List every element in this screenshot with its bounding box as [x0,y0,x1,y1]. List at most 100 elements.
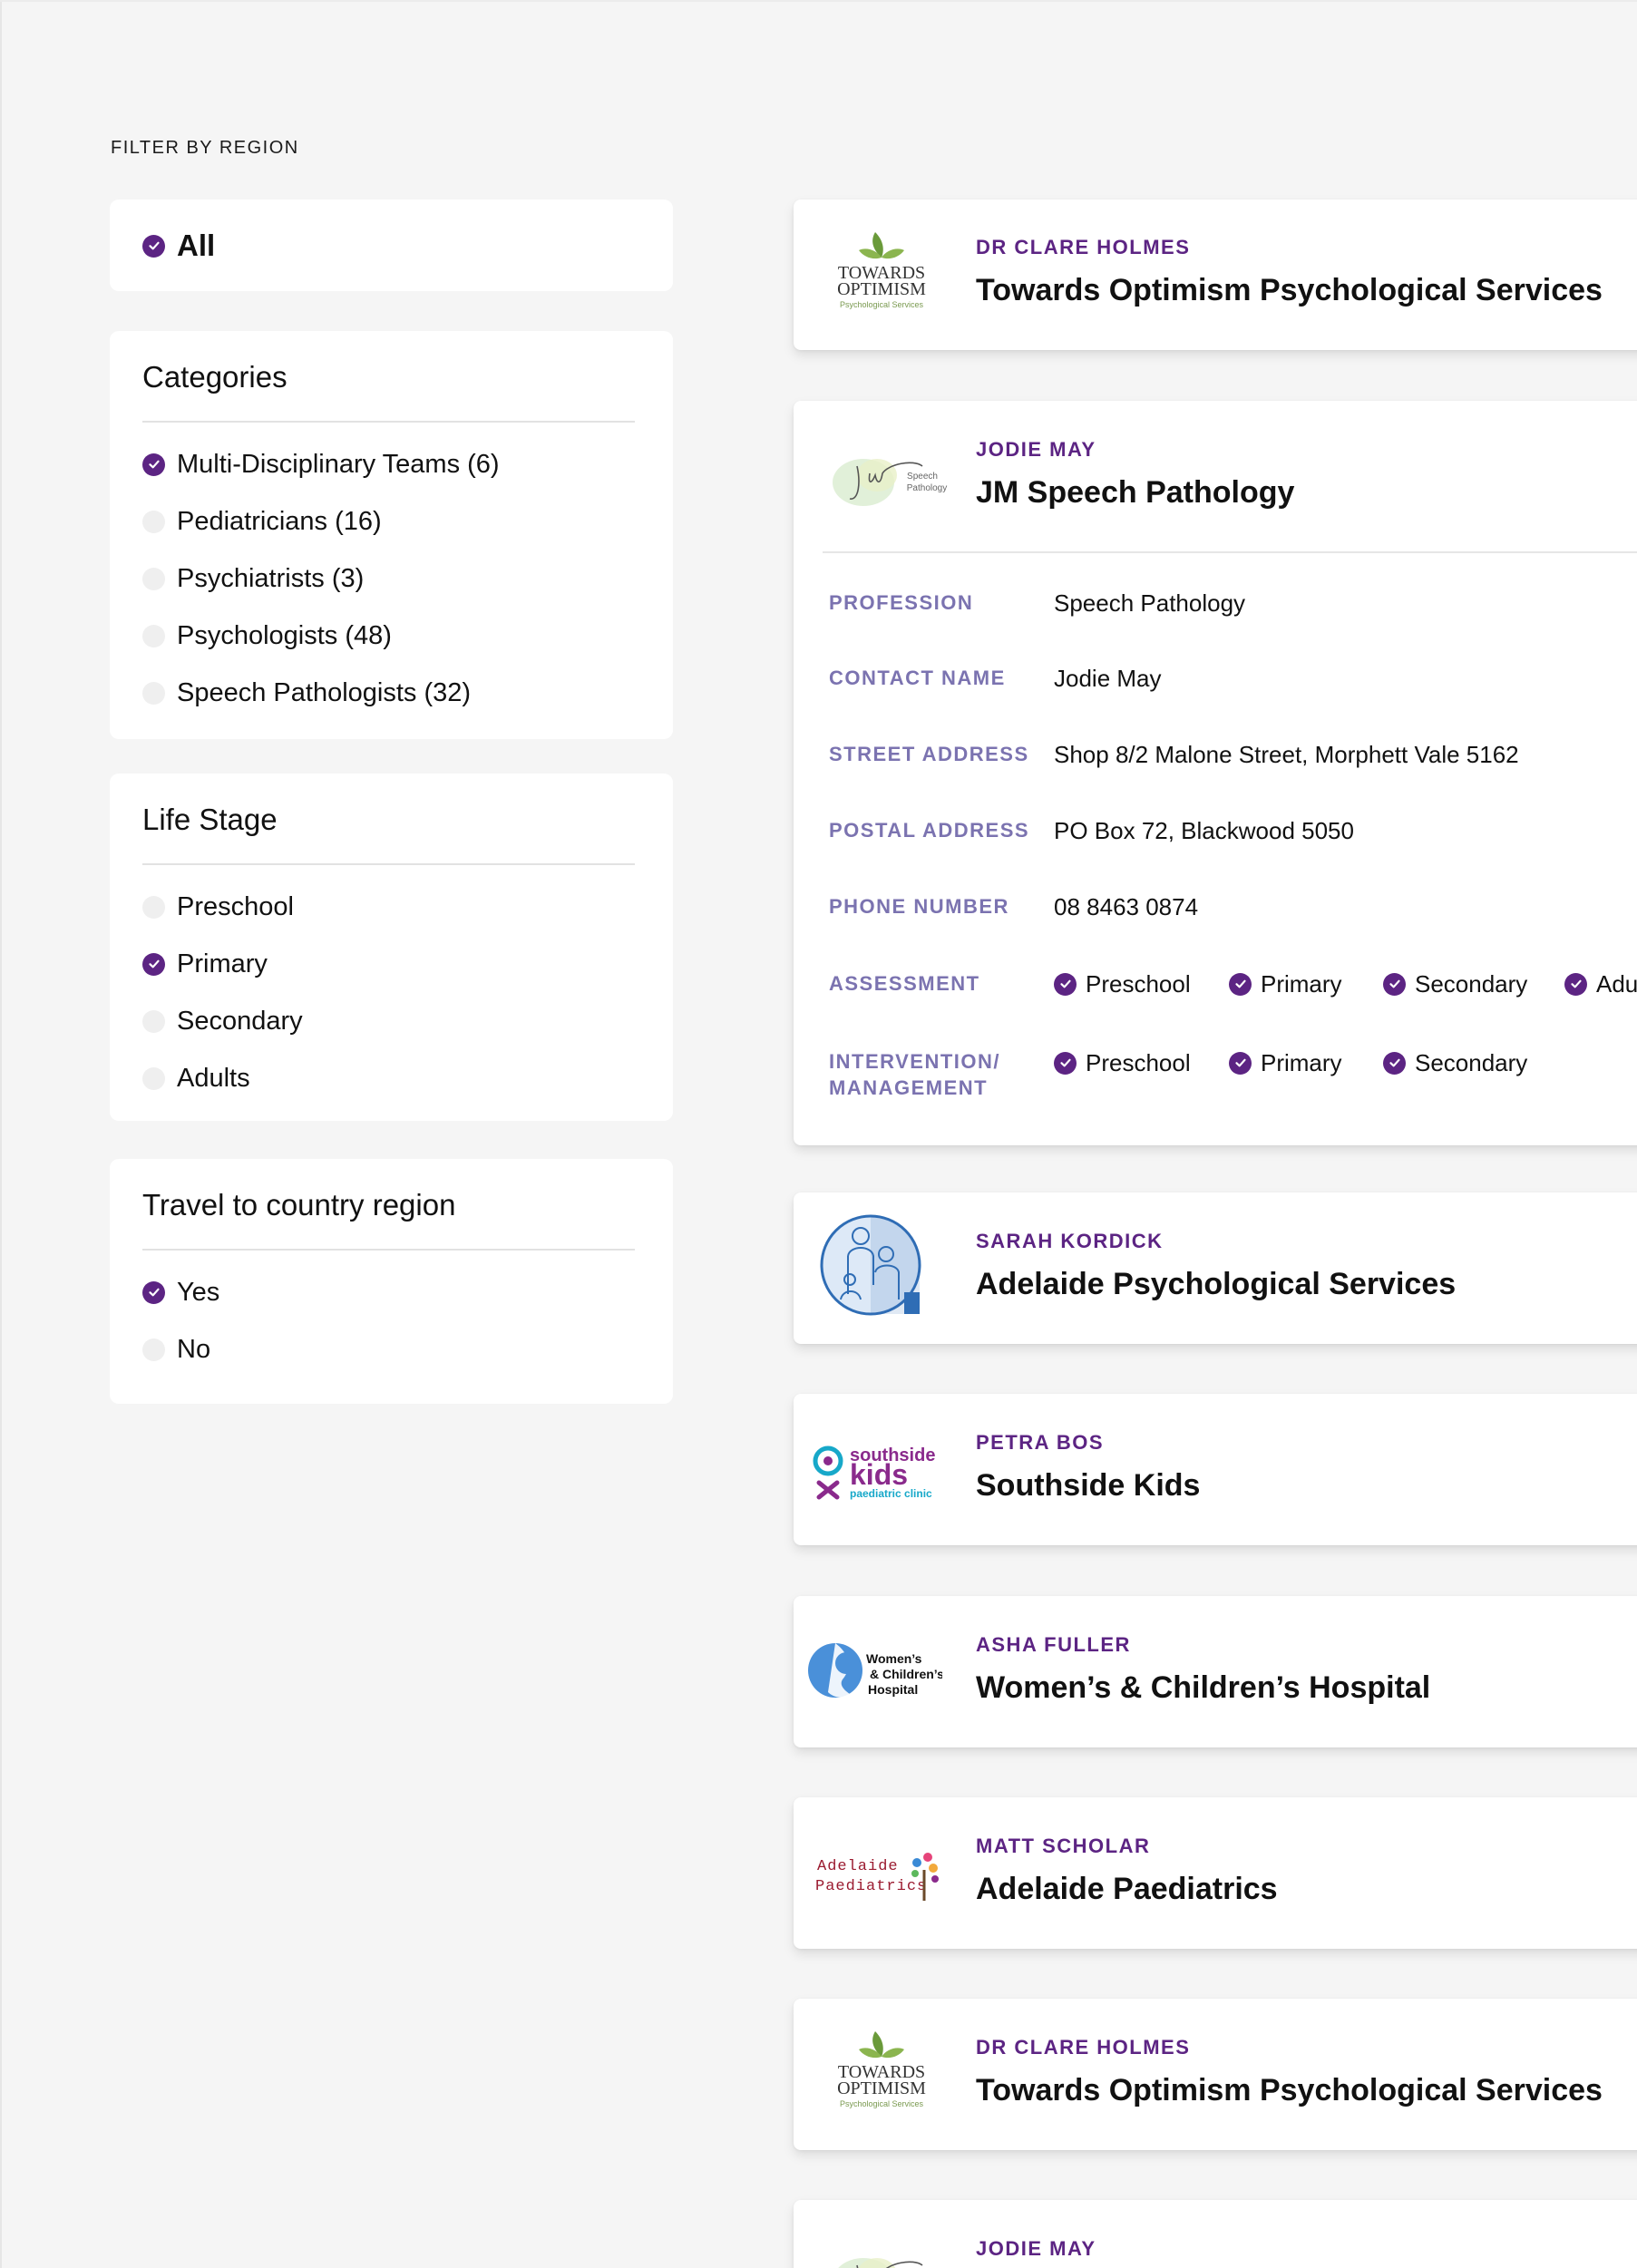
travel-option-yes[interactable]: Yes [142,1274,219,1310]
life-stage-panel: Life Stage Preschool Primary Secondary A… [110,774,673,1121]
intervention-label: INTERVENTION/ MANAGEMENT [829,1048,1000,1101]
postal-address-value: PO Box 72, Blackwood 5050 [1054,817,1354,844]
card-organisation: Towards Optimism Psychological Services [976,273,1603,307]
svg-text:paediatric clinic: paediatric clinic [850,1487,932,1500]
radio-icon [142,895,165,919]
provider-card[interactable]: SARAH KORDICK Adelaide Psychological Ser… [794,1192,1637,1344]
intervention-chip-secondary: Secondary [1383,1049,1527,1076]
card-contact-name: PETRA BOS [976,1431,1105,1454]
category-option-pediatricians[interactable]: Pediatricians (16) [142,503,382,540]
page-left-border [0,0,2,2268]
assessment-chip-adults: Adul [1564,970,1637,998]
provider-card-expanded[interactable]: Speech Pathology JODIE MAY JM Speech Pat… [794,401,1637,1145]
check-icon [142,453,165,476]
svg-text:Paediatrics: Paediatrics [815,1878,927,1895]
assessment-label: ASSESSMENT [829,972,980,995]
phone-number-label: PHONE NUMBER [829,895,1009,918]
all-filter-panel: All [110,200,673,291]
category-option-psychologists[interactable]: Psychologists (48) [142,618,392,654]
page-top-border [0,0,1637,2]
option-label: Primary [177,949,268,978]
womens-childrens-logo: Women’s & Children’s Hospital [808,1643,942,1698]
check-icon [1383,1051,1406,1075]
option-label: Preschool [177,891,294,921]
travel-option-no[interactable]: No [142,1331,210,1368]
option-label: No [177,1334,211,1364]
svg-text:kids: kids [850,1458,908,1491]
card-organisation: Women’s & Children’s Hospital [976,1670,1431,1705]
category-option-multi-disciplinary[interactable]: Multi-Disciplinary Teams (6) [142,446,500,482]
chip-label: Secondary [1415,969,1528,998]
provider-card[interactable]: Adelaide Paediatrics MATT SCHOLAR Adelai… [794,1797,1637,1949]
option-label: Adults [177,1063,250,1093]
check-icon [1054,1051,1077,1075]
adelaide-psychological-logo [820,1214,921,1316]
jm-speech-pathology-logo: Speech Pathology [833,459,947,506]
radio-icon [142,681,165,705]
category-option-psychiatrists[interactable]: Psychiatrists (3) [142,560,364,597]
svg-text:Adelaide: Adelaide [817,1858,899,1875]
option-label: Psychologists (48) [177,620,392,650]
travel-panel: Travel to country region Yes No [110,1159,673,1404]
life-stage-option-primary[interactable]: Primary [142,946,268,982]
contact-name-label: CONTACT NAME [829,667,1006,689]
filter-heading: FILTER BY REGION [111,138,299,158]
card-contact-name: SARAH KORDICK [976,1230,1164,1252]
radio-icon [142,1338,165,1361]
life-stage-option-adults[interactable]: Adults [142,1060,250,1096]
filter-option-all[interactable]: All [142,228,215,264]
profession-label: PROFESSION [829,591,974,614]
intervention-label-line-1: INTERVENTION/ [829,1050,1001,1073]
intervention-label-line-2: MANAGEMENT [829,1076,989,1099]
card-organisation: Southside Kids [976,1468,1201,1503]
card-contact-name: JODIE MAY [976,2237,1096,2260]
intervention-chip-preschool: Preschool [1054,1049,1191,1076]
categories-title: Categories [142,360,287,394]
check-icon [1229,1051,1252,1075]
svg-text:Psychological Services: Psychological Services [840,2099,924,2108]
street-address-value: Shop 8/2 Malone Street, Morphett Vale 51… [1054,741,1519,768]
check-icon [1564,972,1587,996]
card-organisation: Towards Optimism Psychological Services [976,2073,1603,2107]
chip-label: Primary [1261,969,1342,998]
postal-address-label: POSTAL ADDRESS [829,819,1030,842]
jm-speech-pathology-logo [838,2258,923,2268]
life-stage-option-preschool[interactable]: Preschool [142,889,294,925]
category-option-speech-pathologists[interactable]: Speech Pathologists (32) [142,675,471,711]
divider [823,551,1637,553]
provider-card[interactable]: Women’s & Children’s Hospital ASHA FULLE… [794,1596,1637,1747]
categories-panel: Categories Multi-Disciplinary Teams (6) … [110,331,673,739]
svg-text:OPTIMISM: OPTIMISM [837,2078,926,2098]
intervention-chip-primary: Primary [1229,1049,1342,1076]
option-label: Speech Pathologists (32) [177,677,472,707]
card-contact-name: DR CLARE HOLMES [976,2036,1191,2059]
check-icon [142,234,165,258]
assessment-chip-secondary: Secondary [1383,970,1527,998]
radio-icon [142,624,165,647]
card-organisation: Adelaide Psychological Services [976,1267,1457,1301]
svg-text:TOWARDS: TOWARDS [838,263,925,283]
provider-card[interactable]: TOWARDS OPTIMISM Psychological Services … [794,1999,1637,2150]
provider-card[interactable]: TOWARDS OPTIMISM Psychological Services … [794,200,1637,350]
chip-label: Preschool [1086,1048,1191,1076]
option-label: Secondary [177,1006,303,1036]
life-stage-title: Life Stage [142,803,278,836]
filter-option-label: All [177,229,216,262]
card-contact-name: MATT SCHOLAR [976,1835,1151,1857]
street-address-label: STREET ADDRESS [829,743,1029,765]
radio-icon [142,510,165,533]
life-stage-option-secondary[interactable]: Secondary [142,1003,303,1039]
card-contact-name: DR CLARE HOLMES [976,236,1191,258]
option-label: Pediatricians (16) [177,506,382,536]
radio-icon [142,1009,165,1033]
svg-text:Speech: Speech [907,472,938,482]
provider-card[interactable]: southside kids paediatric clinic PETRA B… [794,1394,1637,1545]
option-label: Multi-Disciplinary Teams (6) [177,449,500,479]
towards-optimism-logo: TOWARDS OPTIMISM Psychological Services [837,2031,926,2108]
svg-text:& Children’s: & Children’s [870,1667,942,1681]
provider-card[interactable]: JODIE MAY [794,2200,1637,2268]
check-icon [142,1280,165,1304]
svg-text:southside: southside [850,1445,935,1465]
divider [142,421,635,423]
travel-title: Travel to country region [142,1188,456,1222]
